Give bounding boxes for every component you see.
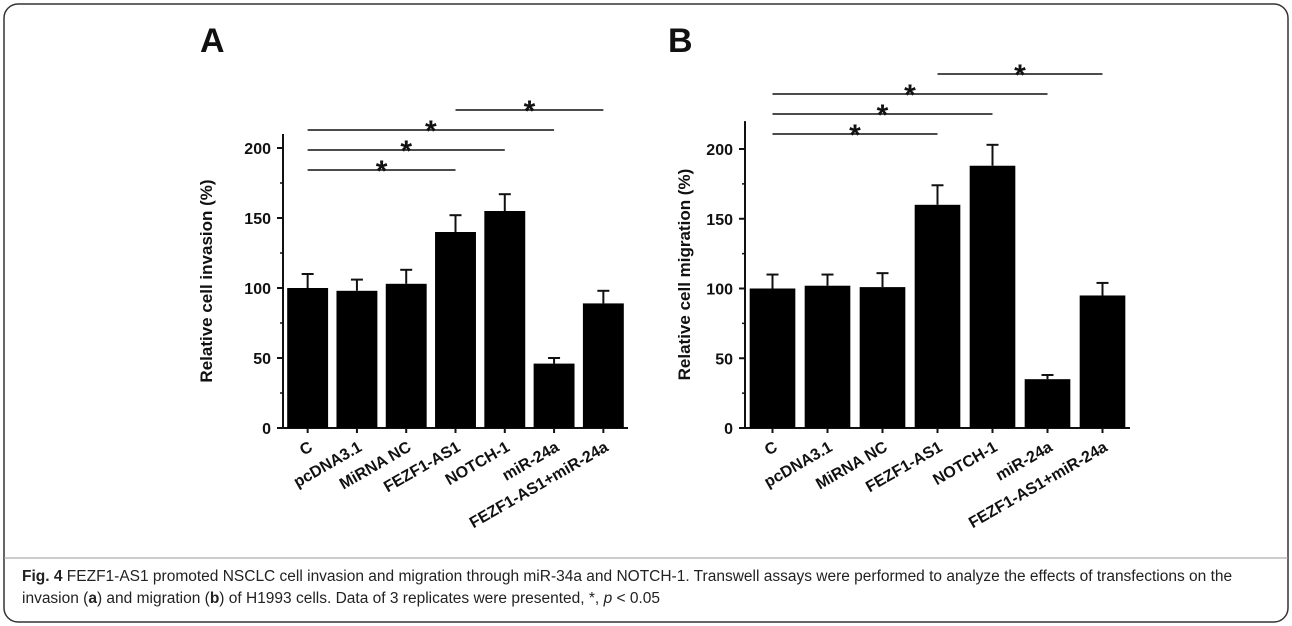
y-tick-label: 200 — [706, 142, 733, 159]
significance-star: * — [877, 99, 889, 132]
caption-mark-a: a — [88, 590, 97, 607]
y-axis-title: Relative cell migration (%) — [675, 169, 694, 381]
category-label: C — [297, 439, 316, 460]
caption-p-symbol: p — [603, 590, 613, 607]
caption-mark-b: b — [209, 590, 220, 607]
bar — [287, 288, 329, 428]
bar — [804, 285, 851, 428]
y-tick-label: 0 — [262, 421, 271, 438]
y-tick-label: 100 — [244, 281, 271, 298]
y-tick-label: 150 — [706, 212, 733, 229]
caption-text-1: FEZF1-AS1 promoted NSCLC cell invasion a… — [22, 568, 1233, 607]
significance-star: * — [425, 115, 437, 148]
category-label: C — [762, 439, 781, 460]
figure-border — [3, 3, 1289, 623]
y-axis-title: Relative cell invasion (%) — [197, 179, 216, 382]
significance-star: * — [524, 95, 536, 128]
y-tick-label: 50 — [715, 351, 733, 368]
bar — [385, 283, 427, 428]
y-tick-label: 150 — [244, 211, 271, 228]
caption-text-3: ) of H1993 cells. Data of 3 replicates w… — [219, 590, 604, 607]
panel-a: A 0 50 100 150 200 Relative cell invasion (%) C… — [197, 22, 628, 532]
y-tick-label: 200 — [244, 141, 271, 158]
bar — [484, 211, 526, 428]
bar — [582, 303, 624, 428]
significance-star: * — [376, 155, 388, 188]
bar — [749, 288, 796, 428]
bar — [435, 232, 476, 428]
y-tick-label: 100 — [706, 282, 733, 299]
bar — [336, 290, 378, 428]
significance-star: * — [1014, 59, 1026, 92]
y-tick-label: 50 — [253, 351, 271, 368]
caption-text-4: < 0.05 — [612, 590, 661, 607]
bar — [969, 165, 1016, 429]
significance-star: * — [400, 135, 412, 168]
panel-b: B 0 50 100 150 200 Relative cell migration (%)… — [668, 22, 1130, 532]
significance-star: * — [849, 119, 861, 152]
bar — [1079, 295, 1126, 428]
bar — [859, 287, 906, 428]
bar — [914, 204, 961, 428]
caption-text-2: ) and migration ( — [96, 590, 210, 607]
panel-letter: B — [668, 22, 693, 60]
figure-caption: Fig. 4 FEZF1-AS1 promoted NSCLC cell inv… — [22, 566, 1272, 610]
bar — [1024, 379, 1071, 428]
panel-letter: A — [200, 22, 225, 60]
significance-star: * — [904, 79, 916, 112]
y-tick-label: 0 — [724, 421, 733, 438]
caption-fig-label: Fig. 4 — [22, 568, 63, 585]
bar — [533, 363, 575, 428]
